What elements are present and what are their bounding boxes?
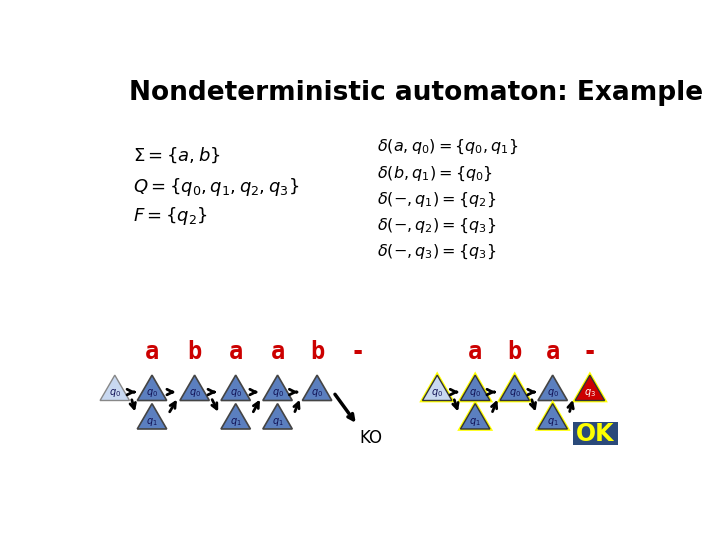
Text: $q_1$: $q_1$ — [546, 416, 559, 428]
Text: $q_0$: $q_0$ — [508, 387, 521, 400]
Text: a: a — [145, 340, 159, 363]
Polygon shape — [138, 403, 167, 429]
Text: a: a — [228, 340, 243, 363]
Text: a: a — [271, 340, 284, 363]
Text: $\delta(-,q_3)= \{q_3\}$: $\delta(-,q_3)= \{q_3\}$ — [377, 242, 496, 261]
Text: $\delta(-,q_2)= \{q_3\}$: $\delta(-,q_2)= \{q_3\}$ — [377, 217, 496, 235]
Text: -: - — [350, 340, 364, 363]
Polygon shape — [575, 375, 605, 401]
Polygon shape — [263, 375, 292, 401]
Text: $q_0$: $q_0$ — [230, 387, 242, 400]
Polygon shape — [423, 375, 452, 401]
Text: a: a — [468, 340, 482, 363]
Text: $q_0$: $q_0$ — [271, 387, 284, 400]
Polygon shape — [497, 372, 533, 402]
Polygon shape — [572, 372, 608, 402]
Polygon shape — [538, 403, 567, 429]
Polygon shape — [263, 403, 292, 429]
Text: OK: OK — [576, 422, 615, 446]
Text: $q_0$: $q_0$ — [431, 387, 444, 400]
Text: $F = \{q_2\}$: $F = \{q_2\}$ — [132, 205, 207, 227]
Text: $q_1$: $q_1$ — [271, 416, 284, 428]
Text: $\Sigma = \{a,b\}$: $\Sigma = \{a,b\}$ — [132, 146, 220, 165]
Text: $q_3$: $q_3$ — [584, 387, 596, 400]
Text: b: b — [310, 340, 324, 363]
Text: $q_0$: $q_0$ — [546, 387, 559, 400]
Text: $\delta(b,q_1)= \{q_0\}$: $\delta(b,q_1)= \{q_0\}$ — [377, 164, 492, 183]
Polygon shape — [535, 400, 571, 431]
Polygon shape — [457, 372, 493, 402]
Text: $q_1$: $q_1$ — [469, 416, 481, 428]
FancyBboxPatch shape — [573, 422, 618, 445]
Text: b: b — [508, 340, 522, 363]
Polygon shape — [461, 375, 490, 401]
Text: $\delta(-,q_1)= \{q_2\}$: $\delta(-,q_1)= \{q_2\}$ — [377, 190, 496, 209]
Text: b: b — [187, 340, 202, 363]
Text: $q_0$: $q_0$ — [146, 387, 158, 400]
Text: $\delta(a,q_0)= \{q_0,q_1\}$: $\delta(a,q_0)= \{q_0,q_1\}$ — [377, 138, 518, 157]
Polygon shape — [138, 375, 167, 401]
Polygon shape — [419, 372, 455, 402]
Polygon shape — [100, 375, 130, 401]
Polygon shape — [461, 403, 490, 429]
Polygon shape — [302, 375, 332, 401]
Text: $Q = \{q_0,q_1,q_2,q_3\}$: $Q = \{q_0,q_1,q_2,q_3\}$ — [132, 177, 299, 198]
Text: KO: KO — [360, 429, 383, 447]
Polygon shape — [180, 375, 210, 401]
Text: -: - — [582, 340, 597, 363]
Text: Nondeterministic automaton: Example: Nondeterministic automaton: Example — [129, 80, 703, 106]
Text: $q_1$: $q_1$ — [230, 416, 242, 428]
Polygon shape — [221, 403, 251, 429]
Polygon shape — [457, 400, 493, 431]
Polygon shape — [500, 375, 529, 401]
Text: $q_1$: $q_1$ — [146, 416, 158, 428]
Text: $q_0$: $q_0$ — [189, 387, 201, 400]
Text: a: a — [546, 340, 560, 363]
Polygon shape — [538, 375, 567, 401]
Text: $q_0$: $q_0$ — [311, 387, 323, 400]
Text: $q_0$: $q_0$ — [469, 387, 481, 400]
Text: $q_0$: $q_0$ — [109, 387, 121, 400]
Polygon shape — [221, 375, 251, 401]
